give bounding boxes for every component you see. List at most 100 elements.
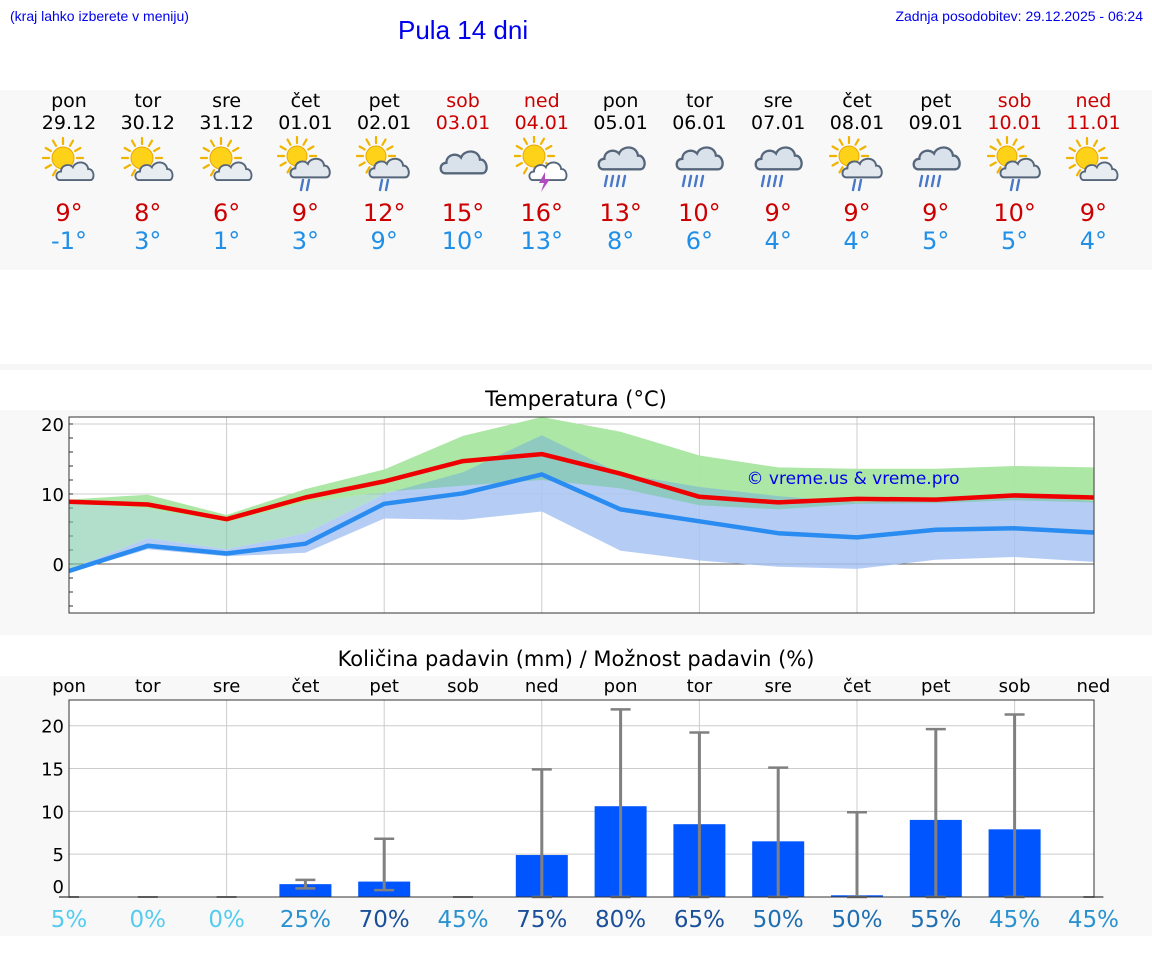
temp-min: 4° [843, 227, 871, 255]
precip-probability: 0% [130, 907, 167, 933]
cloud-shape [134, 161, 174, 182]
sun-cloud-rain-icon [356, 136, 410, 192]
temp-max: 16° [520, 199, 564, 227]
last-updated: Zadnja posodobitev: 29.12.2025 - 06:24 [895, 8, 1143, 24]
separator [0, 364, 1152, 370]
sun-shape [199, 136, 242, 180]
temp-max: 15° [441, 199, 485, 227]
sun-cloud-icon [199, 136, 253, 182]
temp-max: 8° [134, 199, 162, 227]
rain-shape [378, 178, 390, 192]
day-name: sre [212, 90, 242, 112]
day-name: tor [134, 90, 162, 112]
sun-cloud-rain-icon [829, 136, 883, 192]
day-header: tor 30.12 [108, 90, 188, 134]
cloud-shape [754, 146, 803, 171]
temp-min: 6° [685, 227, 714, 255]
day-date: 11.01 [1066, 112, 1121, 134]
day-label: sob [999, 676, 1031, 697]
precip-probability: 45% [1068, 907, 1119, 933]
sun-cloud-icon [1066, 136, 1119, 182]
temp-min: 1° [212, 227, 241, 255]
temp-max: 10° [993, 199, 1036, 227]
temp-min: 3° [134, 227, 162, 255]
day-header: sob 03.01 [423, 90, 503, 134]
day-name: pet [920, 90, 952, 112]
cloud-shape [1079, 161, 1119, 182]
day-label: čet [291, 676, 319, 697]
day-label: pet [369, 676, 399, 697]
day-header: sre 07.01 [738, 90, 818, 134]
temp-min: -1° [51, 227, 87, 255]
min-temp-line [68, 472, 1094, 574]
precip-probability: 80% [595, 907, 646, 933]
precipitation-chart: pon tor sre čet pet sob ned pon tor sre čet pet sob n… [41, 676, 1119, 933]
day-name: sre [763, 90, 793, 112]
temp-min: 4° [764, 227, 792, 255]
day-header: tor 06.01 [659, 90, 739, 134]
day-label: sre [764, 676, 791, 697]
day-name: sob [997, 90, 1032, 112]
temp-min: 3° [291, 227, 320, 255]
day-name: ned [523, 90, 560, 112]
day-header: čet 08.01 [817, 90, 897, 134]
day-name: sob [446, 90, 480, 112]
forecast-panel [0, 90, 1152, 270]
precipitation-chart-title: Količina padavin (mm) / Možnost padavin … [337, 647, 815, 671]
day-date: 03.01 [435, 112, 491, 134]
sun-cloud-icon [120, 136, 174, 182]
rain-shape [603, 174, 626, 188]
day-label: pet [921, 676, 951, 697]
y-tick-label: 5 [53, 845, 64, 866]
y-tick-label: 10 [41, 802, 64, 823]
temp-max: 9° [922, 199, 950, 227]
day-date: 05.01 [593, 112, 648, 134]
temp-max: 9° [55, 199, 83, 227]
day-date: 09.01 [908, 112, 963, 134]
cloud-icon [439, 150, 488, 175]
rain-shape [918, 174, 941, 188]
cloud-rain-icon [912, 146, 961, 188]
cloud-shape [439, 150, 488, 175]
cloud-shape [528, 161, 568, 182]
rain-shape [300, 178, 311, 192]
precip-probability: 50% [831, 907, 882, 933]
day-date: 06.01 [672, 112, 727, 134]
y-tick-label: 0 [53, 877, 64, 898]
cloud-shape [213, 161, 253, 182]
plot-frame [68, 416, 1095, 614]
precip-probability: 55% [910, 907, 961, 933]
day-name: pon [602, 90, 639, 112]
temp-max: 12° [362, 199, 406, 227]
max-temp-line [68, 451, 1094, 522]
day-header: pet 09.01 [896, 90, 976, 134]
sun-thunder-icon [513, 136, 568, 192]
precip-bar [279, 884, 332, 897]
day-header: sob 10.01 [975, 90, 1055, 134]
plot-frame [68, 699, 1095, 898]
temp-min: 10° [441, 227, 485, 255]
day-label: čet [843, 676, 871, 697]
precip-probability: 65% [674, 907, 725, 933]
temperature-chart-title: Temperatura (°C) [485, 387, 667, 411]
day-date: 10.01 [987, 112, 1042, 134]
y-tick-label: 20 [41, 717, 64, 738]
cloud-shape [368, 157, 410, 179]
precip-probability: 5% [51, 907, 88, 933]
temp-max: 9° [843, 199, 871, 227]
error-bar [374, 837, 395, 892]
sun-cloud-icon [41, 136, 95, 182]
cloud-shape [597, 146, 646, 171]
day-label: tor [135, 676, 161, 697]
precip-probability: 45% [989, 907, 1040, 933]
day-date: 01.01 [278, 112, 333, 134]
temperature-chart: 0 10 20 © vreme.us & vreme.pro [41, 415, 1095, 614]
precip-probability: 0% [208, 907, 245, 933]
day-header: čet 01.01 [265, 90, 345, 134]
watermark-text: © vreme.us & vreme.pro [746, 469, 959, 489]
day-name: tor [685, 90, 713, 112]
precip-probability: 50% [753, 907, 804, 933]
precip-probability: 25% [280, 907, 331, 933]
temp-min: 4° [1079, 227, 1108, 255]
day-header: pon 05.01 [581, 90, 661, 134]
